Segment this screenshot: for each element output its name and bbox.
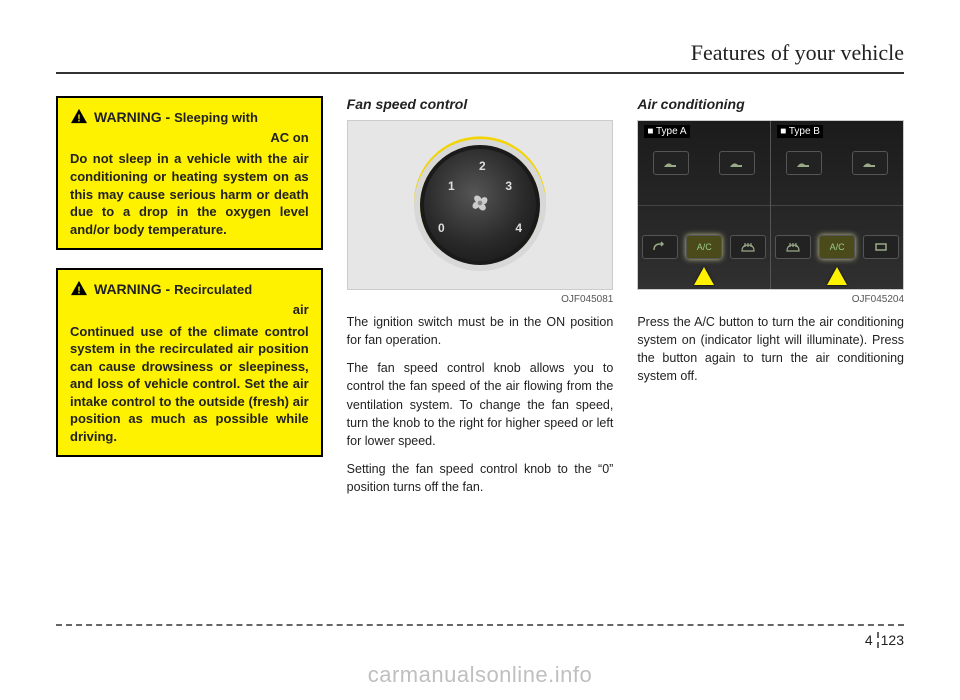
fan-num-2: 2	[479, 159, 486, 173]
fan-num-0: 0	[438, 221, 445, 235]
fan-p2: The fan speed control knob allows you to…	[347, 359, 614, 450]
fan-figure: 0 1 2 3 4	[347, 120, 614, 290]
page-header: Features of your vehicle	[56, 40, 904, 74]
arrow-up-icon	[694, 267, 714, 285]
fan-knob: 0 1 2 3 4	[420, 145, 540, 265]
ac-type-a-panel: ■ Type A A/C	[638, 121, 771, 289]
ac-p1: Press the A/C button to turn the air con…	[637, 313, 904, 386]
vent-button	[719, 151, 755, 175]
fan-figure-code: OJF045081	[347, 294, 614, 305]
fan-blade-icon	[466, 189, 494, 222]
watermark: carmanualsonline.info	[0, 662, 960, 688]
vent-button	[786, 151, 822, 175]
page-number: 4123	[865, 632, 904, 648]
fan-p1: The ignition switch must be in the ON po…	[347, 313, 614, 349]
warning-title: ! WARNING - Sleeping with	[70, 108, 309, 127]
warning-heading: WARNING - Recirculated	[94, 280, 309, 299]
ac-title: Air conditioning	[637, 96, 904, 112]
fan-num-4: 4	[515, 221, 522, 235]
warning-subject-line2: air	[70, 301, 309, 319]
arrow-up-icon	[827, 267, 847, 285]
fan-title: Fan speed control	[347, 96, 614, 112]
column-warnings: ! WARNING - Sleeping with AC on Do not s…	[56, 96, 323, 506]
warning-subject-line2: AC on	[70, 129, 309, 147]
svg-text:!: !	[77, 113, 80, 124]
fan-num-3: 3	[505, 179, 512, 193]
fan-num-1: 1	[448, 179, 455, 193]
ac-type-a-label: ■ Type A	[644, 125, 689, 138]
page-num: 123	[881, 632, 904, 648]
vent-button	[653, 151, 689, 175]
defrost-button	[730, 235, 766, 259]
header-title: Features of your vehicle	[691, 40, 904, 65]
column-fan: Fan speed control 0 1 2	[347, 96, 614, 506]
vent-button	[852, 151, 888, 175]
ac-type-b-label: ■ Type B	[777, 125, 823, 138]
ac-row-bottom: A/C	[638, 206, 770, 290]
ac-figure: ■ Type A A/C ■ Type B	[637, 120, 904, 290]
column-ac: Air conditioning ■ Type A A/C	[637, 96, 904, 506]
manual-page: Features of your vehicle ! WARNING - Sle…	[0, 0, 960, 700]
ac-button: A/C	[819, 235, 855, 259]
defrost-button	[775, 235, 811, 259]
ac-row-bottom: A/C	[771, 206, 903, 290]
warning-heading: WARNING - Sleeping with	[94, 108, 309, 127]
warning-box-recirculated: ! WARNING - Recirculated air Continued u…	[56, 268, 323, 457]
warning-title: ! WARNING - Recirculated	[70, 280, 309, 299]
ac-type-b-panel: ■ Type B A/C	[771, 121, 903, 289]
mode-button	[863, 235, 899, 259]
recirculate-button	[642, 235, 678, 259]
warning-triangle-icon: !	[70, 108, 88, 124]
ac-button: A/C	[686, 235, 722, 259]
warning-box-sleeping: ! WARNING - Sleeping with AC on Do not s…	[56, 96, 323, 250]
page-footer: 4123	[56, 624, 904, 648]
warning-body: Continued use of the climate control sys…	[70, 323, 309, 446]
warning-body: Do not sleep in a vehicle with the air c…	[70, 150, 309, 238]
ac-fig-inner: ■ Type A A/C ■ Type B	[638, 121, 903, 289]
ac-figure-code: OJF045204	[637, 294, 904, 305]
chapter-number: 4	[865, 632, 879, 648]
svg-text:!: !	[77, 286, 80, 297]
content-columns: ! WARNING - Sleeping with AC on Do not s…	[56, 96, 904, 506]
fan-knob-wrap: 0 1 2 3 4	[420, 145, 540, 265]
warning-triangle-icon: !	[70, 280, 88, 296]
fan-p3: Setting the fan speed control knob to th…	[347, 460, 614, 496]
